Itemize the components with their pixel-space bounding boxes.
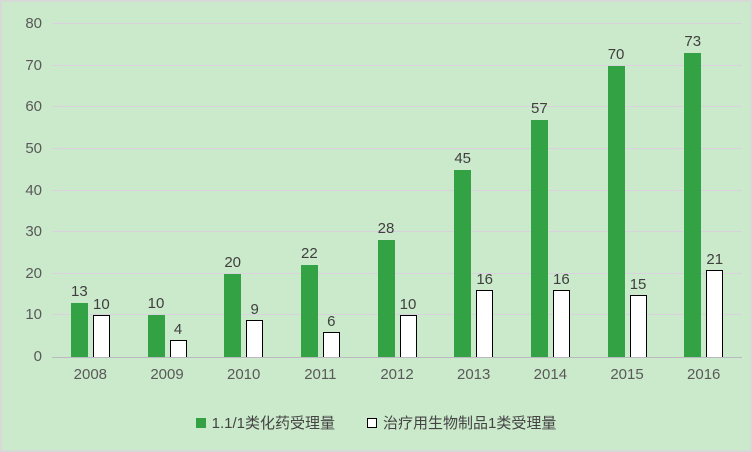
bar-group-2010: 20 9: [205, 24, 282, 357]
x-axis-label-2010: 2010: [226, 366, 261, 383]
bar-value-label-2010-s2: 9: [250, 300, 259, 318]
bars-row: 13 10 10 4 20 9 22 6 28 10 45 16 57 16 70 15 73 21: [52, 24, 742, 357]
bar-value-label-2008-s1: 13: [70, 282, 88, 300]
x-axis-label-2009: 2009: [150, 366, 184, 383]
gridline-y-30: [52, 231, 742, 233]
bar-white-2008: 10: [92, 296, 110, 357]
bar-value-label-2015-s2: 15: [629, 275, 647, 293]
y-axis-label-80: 80: [25, 15, 42, 32]
legend-label-series1: 1.1/1类化药受理量: [211, 415, 336, 432]
y-axis-label-20: 20: [25, 264, 42, 282]
bar-value-label-2014-s2: 16: [553, 271, 570, 289]
x-axis-label-2008: 2008: [73, 366, 108, 383]
legend-swatch-white-icon: [367, 417, 378, 428]
legend-item-series1: 1.1/1类化药受理量: [195, 412, 336, 433]
bar-green-2011: 22: [300, 245, 318, 357]
bar-group-2011: 22 6: [282, 24, 359, 357]
y-axis-label-30: 30: [25, 223, 42, 241]
bar-value-label-2014-s1: 57: [531, 99, 548, 117]
x-axis-label-2016: 2016: [687, 366, 721, 383]
bar-green-2016: 73: [684, 33, 702, 357]
y-axis-label-10: 10: [25, 306, 42, 324]
bar-value-label-2013-s1: 45: [454, 149, 472, 167]
legend-item-series2: 治疗用生物制品1类受理量: [367, 412, 556, 433]
gridline-y-40: [52, 189, 742, 191]
bar-value-label-2015-s1: 70: [607, 45, 625, 63]
y-axis-label-0: 0: [33, 348, 42, 365]
y-axis-label-60: 60: [25, 98, 42, 116]
bar-value-label-2009-s1: 10: [147, 295, 165, 313]
plot-area: 13 10 10 4 20 9 22 6 28 10 45 16 57 16 70 15 73 21: [52, 23, 742, 358]
bar-value-label-2011-s1: 22: [301, 245, 318, 263]
gridline-y-80: [52, 23, 742, 24]
bar-value-label-2011-s2: 6: [327, 313, 336, 331]
y-axis-label-70: 70: [25, 56, 42, 74]
x-axis-baseline: [52, 357, 742, 358]
bar-value-label-2012-s1: 28: [377, 220, 395, 238]
gridline-y-20: [52, 272, 742, 274]
x-axis-label-2015: 2015: [610, 366, 644, 383]
bar-group-2008: 13 10: [52, 24, 129, 357]
x-axis-label-2012: 2012: [380, 366, 414, 383]
bar-white-2010: 9: [246, 301, 264, 357]
bar-green-2015: 70: [607, 46, 625, 357]
bar-group-2014: 57 16: [512, 24, 589, 357]
bar-value-label-2010-s1: 20: [224, 253, 242, 271]
bar-value-label-2012-s2: 10: [399, 296, 417, 314]
bar-group-2013: 45 16: [435, 24, 512, 357]
bar-green-2008: 13: [70, 283, 88, 357]
x-axis-label-2014: 2014: [533, 366, 568, 383]
gridline-y-70: [52, 64, 742, 66]
y-axis-label-40: 40: [25, 181, 42, 199]
bar-white-2016: 21: [706, 251, 724, 357]
bar-group-2009: 10 4: [129, 24, 206, 357]
gridline-y-50: [52, 147, 742, 149]
bar-white-2014: 16: [552, 271, 570, 357]
bar-white-2015: 15: [629, 276, 647, 357]
bar-value-label-2013-s2: 16: [476, 271, 494, 289]
bar-green-2012: 28: [377, 220, 395, 357]
bar-value-label-2009-s2: 4: [173, 321, 183, 339]
bar-white-2013: 16: [476, 271, 494, 357]
bar-green-2010: 20: [224, 254, 242, 357]
legend: 1.1/1类化药受理量 治疗用生物制品1类受理量: [2, 412, 750, 433]
gridline-y-10: [52, 314, 742, 316]
bar-white-2012: 10: [399, 296, 417, 357]
legend-swatch-green-icon: [195, 417, 206, 428]
bar-value-label-2008-s2: 10: [92, 296, 110, 314]
bar-group-2016: 73 21: [665, 24, 742, 357]
bar-green-2013: 45: [454, 150, 472, 357]
y-axis-label-50: 50: [25, 139, 42, 157]
bar-white-2011: 6: [322, 313, 340, 357]
x-axis-label-2013: 2013: [457, 366, 491, 383]
bar-group-2012: 28 10: [359, 24, 436, 357]
bar-green-2014: 57: [530, 100, 548, 357]
bar-value-label-2016-s1: 73: [684, 33, 702, 51]
bar-group-2015: 70 15: [589, 24, 666, 357]
legend-label-series2: 治疗用生物制品1类受理量: [383, 415, 557, 432]
x-axis: 2008 2009 2010 2011 2012 2013 2014 2015 2016: [52, 366, 742, 384]
bar-value-label-2016-s2: 21: [706, 250, 724, 268]
bar-white-2009: 4: [169, 321, 187, 357]
bar-green-2009: 10: [147, 295, 165, 357]
x-axis-label-2011: 2011: [304, 366, 337, 383]
gridline-y-60: [52, 106, 742, 108]
